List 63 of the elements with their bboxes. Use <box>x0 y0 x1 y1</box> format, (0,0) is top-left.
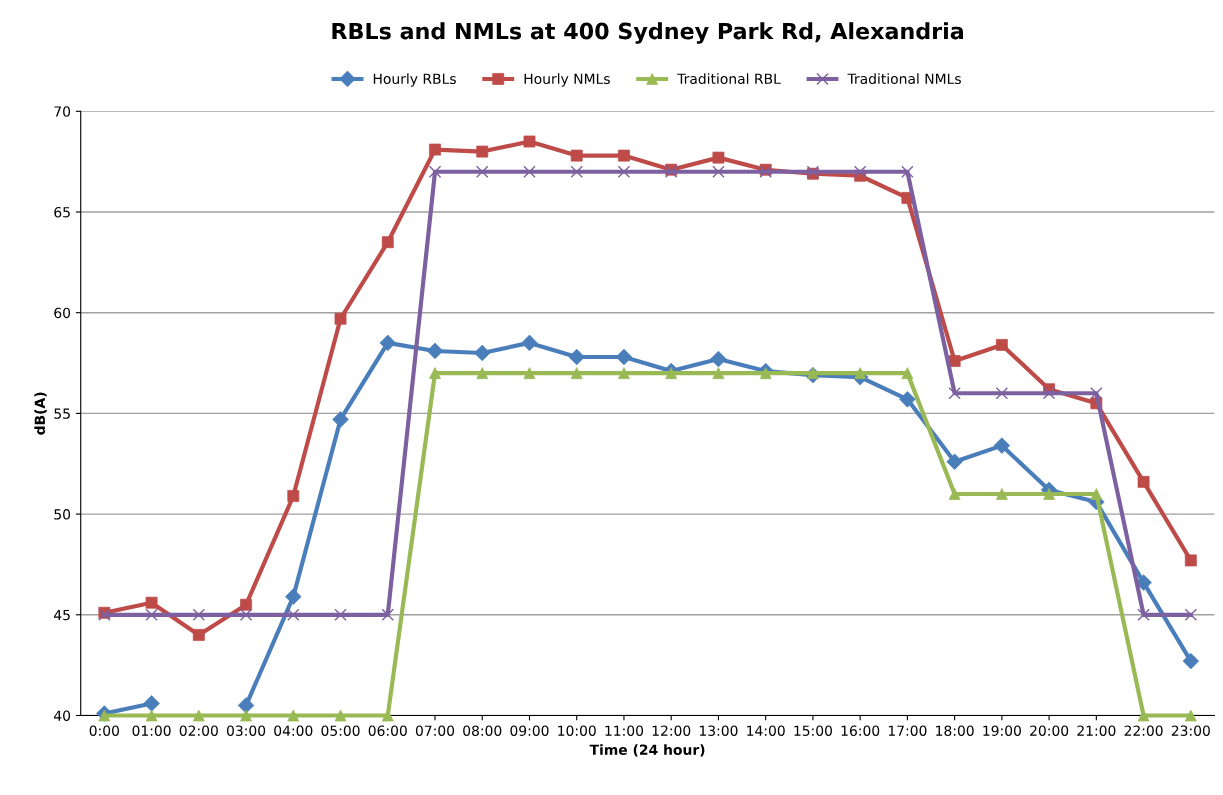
x-tick-label: 03:00 <box>226 725 266 736</box>
point <box>901 165 914 178</box>
point <box>287 608 300 622</box>
point <box>617 165 631 178</box>
point <box>475 165 489 178</box>
x-tick-label: 0:00 <box>89 725 120 736</box>
point <box>710 350 727 368</box>
point <box>570 165 583 178</box>
point <box>1042 387 1056 400</box>
y-tick-label: 55 <box>54 408 70 419</box>
x-tick-label: 04:00 <box>274 725 313 736</box>
point <box>712 165 725 178</box>
point <box>1184 608 1198 622</box>
point <box>948 387 961 400</box>
point <box>192 608 206 622</box>
legend-label: Traditional RBL <box>677 73 781 85</box>
x-tick-label: 13:00 <box>699 725 738 736</box>
y-axis-title: dB(A) <box>34 392 47 435</box>
legend-label: Traditional NMLs <box>847 73 961 85</box>
point <box>474 344 491 362</box>
point <box>334 608 347 622</box>
x-tick-label: 18:00 <box>936 725 974 736</box>
y-tick-label: 65 <box>54 206 70 218</box>
point <box>1137 608 1150 622</box>
point <box>1090 387 1103 400</box>
point <box>853 165 867 178</box>
chart-title: RBLs and NMLs at 400 Sydney Park Rd, Alexandria <box>332 22 964 44</box>
x-tick-label: 14:00 <box>747 725 785 736</box>
point <box>995 387 1009 400</box>
x-tick-label: 20:00 <box>1030 725 1069 736</box>
point <box>523 165 536 178</box>
point <box>381 608 395 622</box>
point <box>145 608 158 622</box>
x-tick-label: 12:00 <box>652 725 691 736</box>
legend-label: Hourly RBLs <box>373 73 456 87</box>
x-tick-label: 08:00 <box>463 725 502 736</box>
x-tick-label: 23:00 <box>1171 725 1210 736</box>
point <box>239 608 253 622</box>
y-tick-label: 70 <box>54 106 71 117</box>
y-tick-label: 50 <box>54 509 71 520</box>
x-tick-label: 06:00 <box>368 725 407 736</box>
x-tick-label: 16:00 <box>841 725 880 736</box>
x-tick-label: 05:00 <box>321 725 360 736</box>
x-tick-label: 01:00 <box>132 725 171 736</box>
x-tick-label: 15:00 <box>794 725 832 736</box>
point <box>240 598 252 611</box>
x-tick-label: 17:00 <box>888 725 927 736</box>
point <box>568 348 585 366</box>
y-tick-label: 40 <box>54 710 71 721</box>
x-tick-label: 02:00 <box>179 725 218 736</box>
y-tick-label: 45 <box>54 609 70 621</box>
point <box>428 165 442 178</box>
x-tick-label: 19:00 <box>983 725 1021 736</box>
legend-label: Hourly NMLs <box>524 73 610 87</box>
point <box>287 490 300 502</box>
x-tick-label: 22:00 <box>1124 725 1163 736</box>
x-axis-title: Time (24 hour) <box>589 744 705 757</box>
x-tick-label: 10:00 <box>558 725 596 736</box>
x-tick-label: 21:00 <box>1077 725 1116 736</box>
x-tick-label: 07:00 <box>415 725 455 736</box>
y-tick-label: 60 <box>54 307 71 319</box>
x-tick-label: 11:00 <box>605 725 644 736</box>
x-tick-label: 09:00 <box>510 725 549 736</box>
